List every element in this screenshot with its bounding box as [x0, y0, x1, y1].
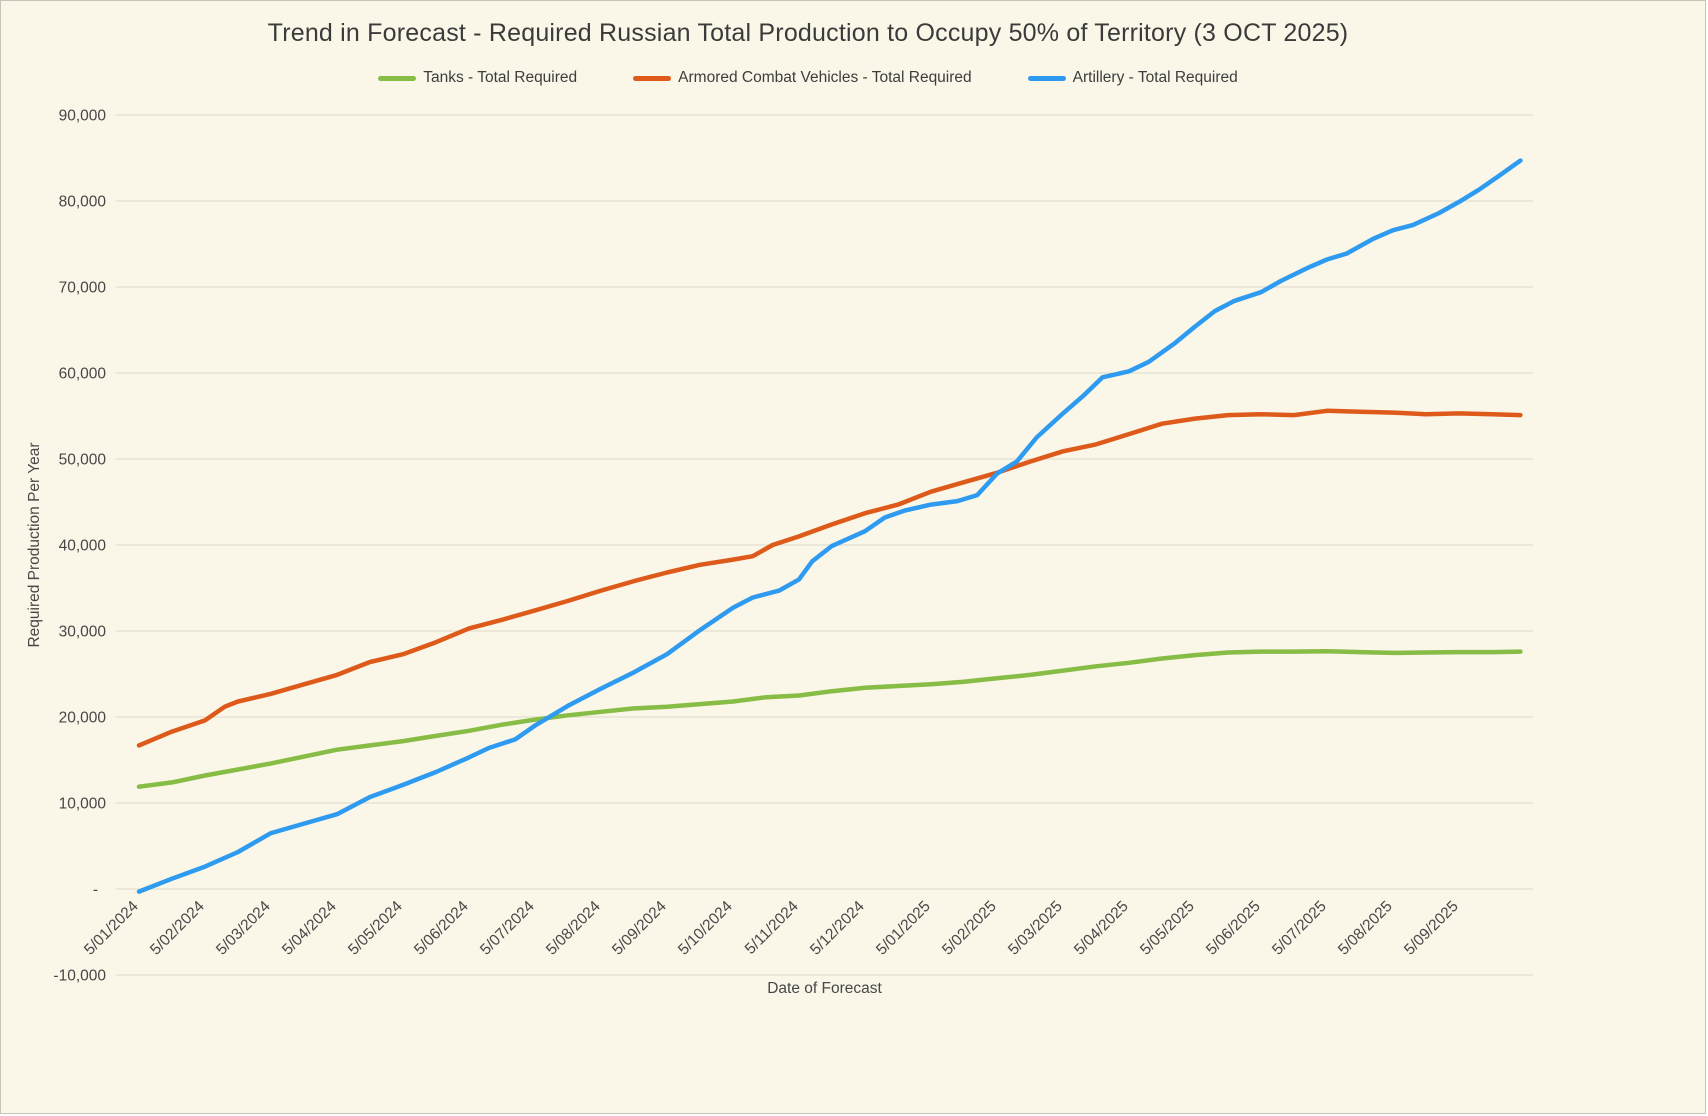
artillery-line-swatch-icon: [1027, 75, 1066, 81]
svg-text:30,000: 30,000: [59, 624, 107, 641]
svg-text:5/04/2024: 5/04/2024: [279, 898, 340, 959]
acv-line-swatch-icon: [633, 75, 672, 81]
chart-legend: Tanks - Total Required Armored Combat Ve…: [1, 69, 1615, 87]
svg-text:5/03/2025: 5/03/2025: [1005, 898, 1066, 959]
legend-item-artillery: Artillery - Total Required: [1027, 69, 1238, 87]
svg-text:40,000: 40,000: [59, 538, 107, 555]
svg-text:Required Production Per Year: Required Production Per Year: [26, 442, 43, 647]
svg-text:-10,000: -10,000: [53, 968, 106, 985]
legend-label-artillery: Artillery - Total Required: [1072, 69, 1238, 86]
legend-label-tanks: Tanks - Total Required: [423, 69, 578, 86]
svg-text:5/06/2025: 5/06/2025: [1203, 898, 1264, 959]
svg-text:5/07/2024: 5/07/2024: [477, 898, 538, 959]
svg-text:5/05/2024: 5/05/2024: [345, 898, 406, 959]
svg-text:70,000: 70,000: [59, 280, 107, 297]
svg-text:5/02/2025: 5/02/2025: [939, 898, 1000, 959]
svg-text:5/11/2024: 5/11/2024: [742, 898, 802, 958]
svg-text:5/01/2024: 5/01/2024: [81, 898, 142, 959]
svg-text:Date of Forecast: Date of Forecast: [767, 980, 882, 997]
legend-item-acv: Armored Combat Vehicles - Total Required: [633, 69, 972, 87]
svg-text:5/03/2024: 5/03/2024: [213, 898, 274, 959]
svg-text:5/05/2025: 5/05/2025: [1137, 898, 1198, 959]
svg-text:60,000: 60,000: [59, 366, 107, 383]
svg-text:80,000: 80,000: [59, 194, 107, 211]
svg-text:5/01/2025: 5/01/2025: [873, 898, 934, 959]
chart-title: Trend in Forecast - Required Russian Tot…: [267, 19, 1349, 47]
svg-text:5/08/2025: 5/08/2025: [1335, 898, 1396, 959]
svg-text:5/09/2024: 5/09/2024: [609, 898, 670, 959]
svg-text:5/02/2024: 5/02/2024: [147, 898, 208, 959]
legend-item-tanks: Tanks - Total Required: [378, 69, 577, 87]
svg-text:5/04/2025: 5/04/2025: [1071, 898, 1132, 959]
svg-text:20,000: 20,000: [59, 710, 107, 727]
svg-text:5/09/2025: 5/09/2025: [1401, 898, 1462, 959]
svg-text:5/08/2024: 5/08/2024: [543, 898, 604, 959]
legend-label-acv: Armored Combat Vehicles - Total Required: [678, 69, 972, 86]
svg-text:-: -: [93, 882, 98, 899]
svg-text:5/12/2024: 5/12/2024: [807, 898, 868, 959]
svg-text:5/06/2024: 5/06/2024: [411, 898, 472, 959]
svg-text:5/07/2025: 5/07/2025: [1269, 898, 1330, 959]
svg-text:10,000: 10,000: [59, 796, 107, 813]
svg-text:5/10/2024: 5/10/2024: [675, 898, 736, 959]
svg-text:50,000: 50,000: [59, 452, 107, 469]
svg-text:90,000: 90,000: [59, 108, 107, 125]
tanks-line-swatch-icon: [378, 75, 417, 81]
